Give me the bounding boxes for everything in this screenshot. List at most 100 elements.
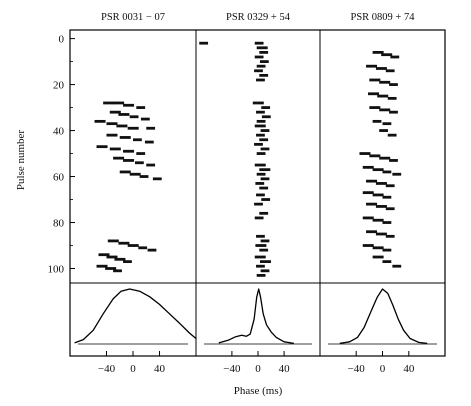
subpulse-mark <box>382 195 392 199</box>
subpulse-mark <box>375 67 387 70</box>
subpulse-mark <box>254 202 263 206</box>
subpulse-mark <box>261 106 271 109</box>
subpulse-mark <box>254 124 266 128</box>
subpulse-mark <box>392 264 402 268</box>
y-axis-title: Pulse number <box>15 130 27 191</box>
x-tick-label: 40 <box>154 363 166 375</box>
subpulse-mark <box>133 138 142 142</box>
subpulse-mark <box>379 80 391 84</box>
x-tick-label: 40 <box>279 363 291 375</box>
subpulse-mark <box>372 119 382 123</box>
subpulse-mark <box>362 165 374 169</box>
subpulse-mark <box>369 154 381 158</box>
subpulse-mark <box>259 50 269 54</box>
subpulse-mark <box>254 142 263 146</box>
subpulse-mark <box>138 246 148 250</box>
subpulse-mark <box>385 69 395 73</box>
subpulse-mark <box>96 145 108 149</box>
subpulse-mark <box>382 122 392 126</box>
subpulse-mark <box>109 110 121 114</box>
subpulse-mark <box>106 133 118 137</box>
subpulse-mark <box>385 234 395 238</box>
subpulse-mark <box>118 113 130 116</box>
subpulse-mark <box>260 147 270 151</box>
y-tick-label: 60 <box>53 172 65 184</box>
subpulse-mark <box>372 193 384 197</box>
subpulse-mark <box>382 248 392 252</box>
subpulse-mark <box>387 96 397 100</box>
subpulse-mark <box>199 41 209 45</box>
subpulse-mark <box>379 156 391 160</box>
x-tick-label: −40 <box>348 363 366 375</box>
y-tick-label: 0 <box>59 34 65 46</box>
subpulse-mark <box>372 50 384 54</box>
subpulse-mark <box>152 177 162 181</box>
subpulse-mark <box>379 108 391 112</box>
subpulse-mark <box>382 260 392 264</box>
subpulse-mark <box>255 182 265 185</box>
subpulse-mark <box>129 172 141 176</box>
subpulse-mark <box>381 53 393 57</box>
subpulse-mark <box>255 244 267 247</box>
subpulse-mark <box>123 149 135 153</box>
integrated-profile-line <box>74 288 197 344</box>
subpulse-mark <box>144 140 154 144</box>
subpulse-mark <box>389 83 398 86</box>
subpulse-mark <box>372 218 384 222</box>
subpulse-mark <box>256 110 265 114</box>
subpulse-mark <box>260 269 270 273</box>
subpulse-mark <box>134 161 144 165</box>
subpulse-mark <box>254 55 264 59</box>
subpulse-mark <box>94 119 106 123</box>
subpulse-mark <box>385 184 395 188</box>
subpulse-mark <box>127 244 139 247</box>
subpulse-mark <box>260 177 270 181</box>
x-tick-label: 0 <box>130 363 136 375</box>
subpulse-mark <box>385 207 395 211</box>
subpulse-mark <box>259 260 271 264</box>
subpulse-mark <box>113 269 122 273</box>
subpulse-mark <box>369 106 381 109</box>
y-tick-label: 80 <box>53 218 65 230</box>
subpulse-mark <box>375 205 387 208</box>
subpulse-mark <box>254 163 266 167</box>
subpulse-mark <box>146 126 156 130</box>
subpulse-mark <box>256 264 265 268</box>
subpulse-mark <box>146 163 156 167</box>
subpulse-mark <box>127 126 139 130</box>
subpulse-mark <box>254 255 266 259</box>
subpulse-mark <box>377 94 389 98</box>
y-tick-label: 40 <box>53 126 65 138</box>
subpulse-mark <box>259 211 269 215</box>
subpulse-mark <box>368 92 380 96</box>
subpulse-mark <box>123 260 132 264</box>
x-tick-label: −40 <box>223 363 241 375</box>
subpulse-mark <box>147 248 157 252</box>
subpulse-mark <box>375 232 387 236</box>
subpulse-mark <box>254 69 263 73</box>
subpulse-mark <box>366 202 378 206</box>
subpulse-mark <box>259 138 269 142</box>
subpulse-mark <box>261 115 271 119</box>
subpulse-mark <box>375 182 387 185</box>
subpulse-mark <box>98 253 110 257</box>
subpulse-mark <box>259 186 269 190</box>
subpulse-mark <box>114 257 126 261</box>
subpulse-mark <box>109 147 121 151</box>
subpulse-mark <box>259 60 269 63</box>
subpulse-mark <box>140 117 150 121</box>
subpulse-mark <box>252 101 264 105</box>
subpulse-mark <box>256 133 265 137</box>
subpulse-mark <box>259 168 271 172</box>
subpulse-mark <box>116 124 128 128</box>
subpulse-mark <box>382 170 392 174</box>
subpulse-mark <box>129 115 139 119</box>
subpulse-mark <box>260 239 270 243</box>
subpulse-mark <box>366 179 378 183</box>
subpulse-mark <box>106 122 118 126</box>
subpulse-mark <box>389 110 398 114</box>
subpulse-mark <box>259 248 269 252</box>
subpulse-mark <box>256 193 265 197</box>
subpulse-mark <box>382 221 392 224</box>
